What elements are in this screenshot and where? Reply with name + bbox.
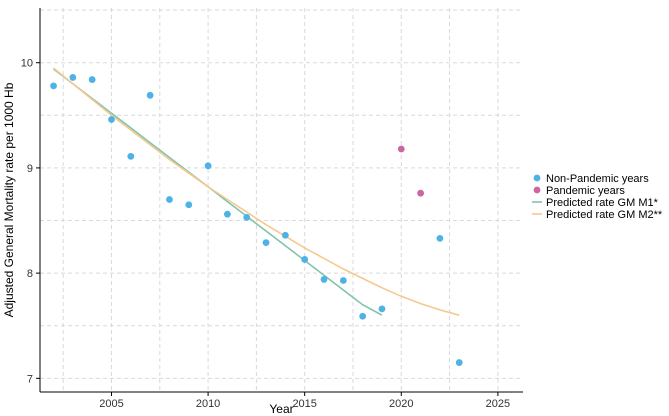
data-point-non-pandemic-years (224, 210, 231, 218)
data-point-non-pandemic-years (262, 239, 270, 247)
ticks: 2005 2010 2015 2020 2025 7 8 9 10 (21, 58, 510, 410)
axes (39, 8, 523, 393)
data-point-non-pandemic-years (281, 231, 289, 239)
x-tick-label: 2025 (486, 398, 510, 410)
legend-key-non-pandemic-years (533, 174, 541, 182)
legend-label-predicted-rate-gm-m1: Predicted rate GM M1* (546, 197, 659, 209)
data-point-non-pandemic-years (455, 359, 463, 366)
x-tick-label: 2015 (292, 398, 316, 410)
legend-label-pandemic-years: Pandemic years (546, 185, 625, 197)
data-point-non-pandemic-years (320, 276, 328, 283)
series-lines (52, 67, 460, 316)
data-point-pandemic-years (417, 189, 425, 197)
x-tick-label: 2020 (389, 398, 413, 410)
data-point-non-pandemic-years (243, 213, 251, 221)
y-tick-label: 9 (27, 163, 33, 175)
data-point-non-pandemic-years (127, 152, 135, 160)
y-axis-title: Adjusted General Mortality rate per 1000… (2, 82, 16, 317)
grid (40, 8, 523, 392)
data-point-pandemic-years (397, 145, 405, 153)
legend-label-non-pandemic-years: Non-Pandemic years (546, 173, 649, 185)
legend-label-predicted-rate-gm-m2: Predicted rate GM M2** (546, 209, 663, 221)
y-tick-label: 7 (27, 373, 33, 385)
data-point-non-pandemic-years (359, 312, 367, 320)
data-point-non-pandemic-years (339, 277, 347, 284)
x-axis-title: Year (269, 402, 293, 416)
data-point-non-pandemic-years (166, 196, 173, 203)
series-line-predicted-rate-gm-m1 (53, 68, 383, 316)
data-point-non-pandemic-years (108, 116, 115, 123)
data-point-non-pandemic-years (146, 91, 154, 99)
x-tick-label: 2010 (196, 398, 220, 410)
y-tick-label: 10 (21, 58, 33, 70)
x-tick-label: 2005 (99, 398, 123, 410)
data-point-non-pandemic-years (88, 76, 96, 83)
data-point-non-pandemic-years (50, 82, 57, 90)
series-line-predicted-rate-gm-m2 (52, 67, 460, 316)
legend-key-pandemic-years (533, 186, 541, 194)
data-point-non-pandemic-years (185, 201, 193, 209)
data-point-non-pandemic-years (378, 305, 386, 313)
data-point-non-pandemic-years (204, 162, 212, 170)
y-tick-label: 8 (27, 268, 33, 280)
data-point-non-pandemic-years (69, 74, 77, 81)
data-point-non-pandemic-years (436, 235, 444, 242)
series-points (50, 74, 463, 366)
data-point-non-pandemic-years (301, 256, 309, 263)
